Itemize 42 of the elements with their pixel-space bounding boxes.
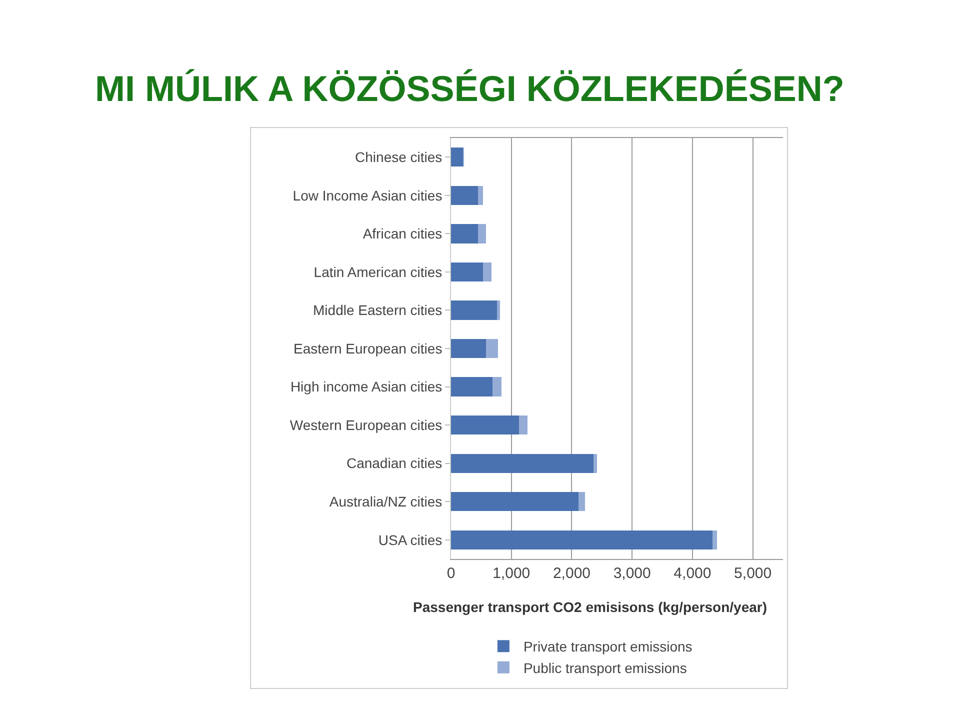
y-tick-label: High income Asian cities [290,378,442,395]
y-tick-label: USA cities [378,532,442,548]
bar [593,454,598,473]
y-tick-label: African cities [362,226,442,242]
bar [451,338,486,358]
bar [496,300,500,320]
bar [451,224,478,244]
y-tick-label: Western European cities [290,416,442,433]
y-tick-label: Chinese cities [355,149,442,166]
bar [478,186,483,205]
x-tick-label: 2,000 [552,565,591,582]
x-tick-label: 4,000 [674,565,712,582]
bar [451,262,483,282]
bar [451,186,478,205]
bar [451,300,497,320]
bar [451,454,594,473]
bar [519,415,528,435]
y-tick-label: Middle Eastern cities [313,302,442,318]
bar [451,148,464,167]
x-tick-label: 5,000 [734,565,772,582]
bar [578,492,586,512]
y-tick-label: Latin American cities [314,264,442,280]
x-tick-label: 0 [446,565,456,582]
bar [478,224,486,244]
bar [451,530,712,550]
legend-label: Private transport emissions [523,638,692,655]
bar [482,262,492,282]
bar [492,377,502,396]
y-tick-label: Canadian cities [346,455,442,472]
y-tick-label: Australia/NZ cities [329,493,442,510]
bar [712,530,718,550]
chart-title: MI MÚLIK A KÖZÖSSÉGI KÖZLEKEDÉSEN? [95,68,844,110]
bar [451,377,493,396]
bar [451,492,578,512]
x-tick-label: 3,000 [613,565,651,582]
x-tick-label: 1,000 [492,565,530,582]
x-axis-title: Passenger transport CO2 emisisons (kg/person/year) [413,599,768,615]
y-tick-label: Eastern European cities [294,340,442,356]
legend-label: Public transport emissions [523,660,687,676]
bar [486,338,498,358]
y-tick-label: Low Income Asian cities [292,187,442,204]
bar [451,415,520,435]
